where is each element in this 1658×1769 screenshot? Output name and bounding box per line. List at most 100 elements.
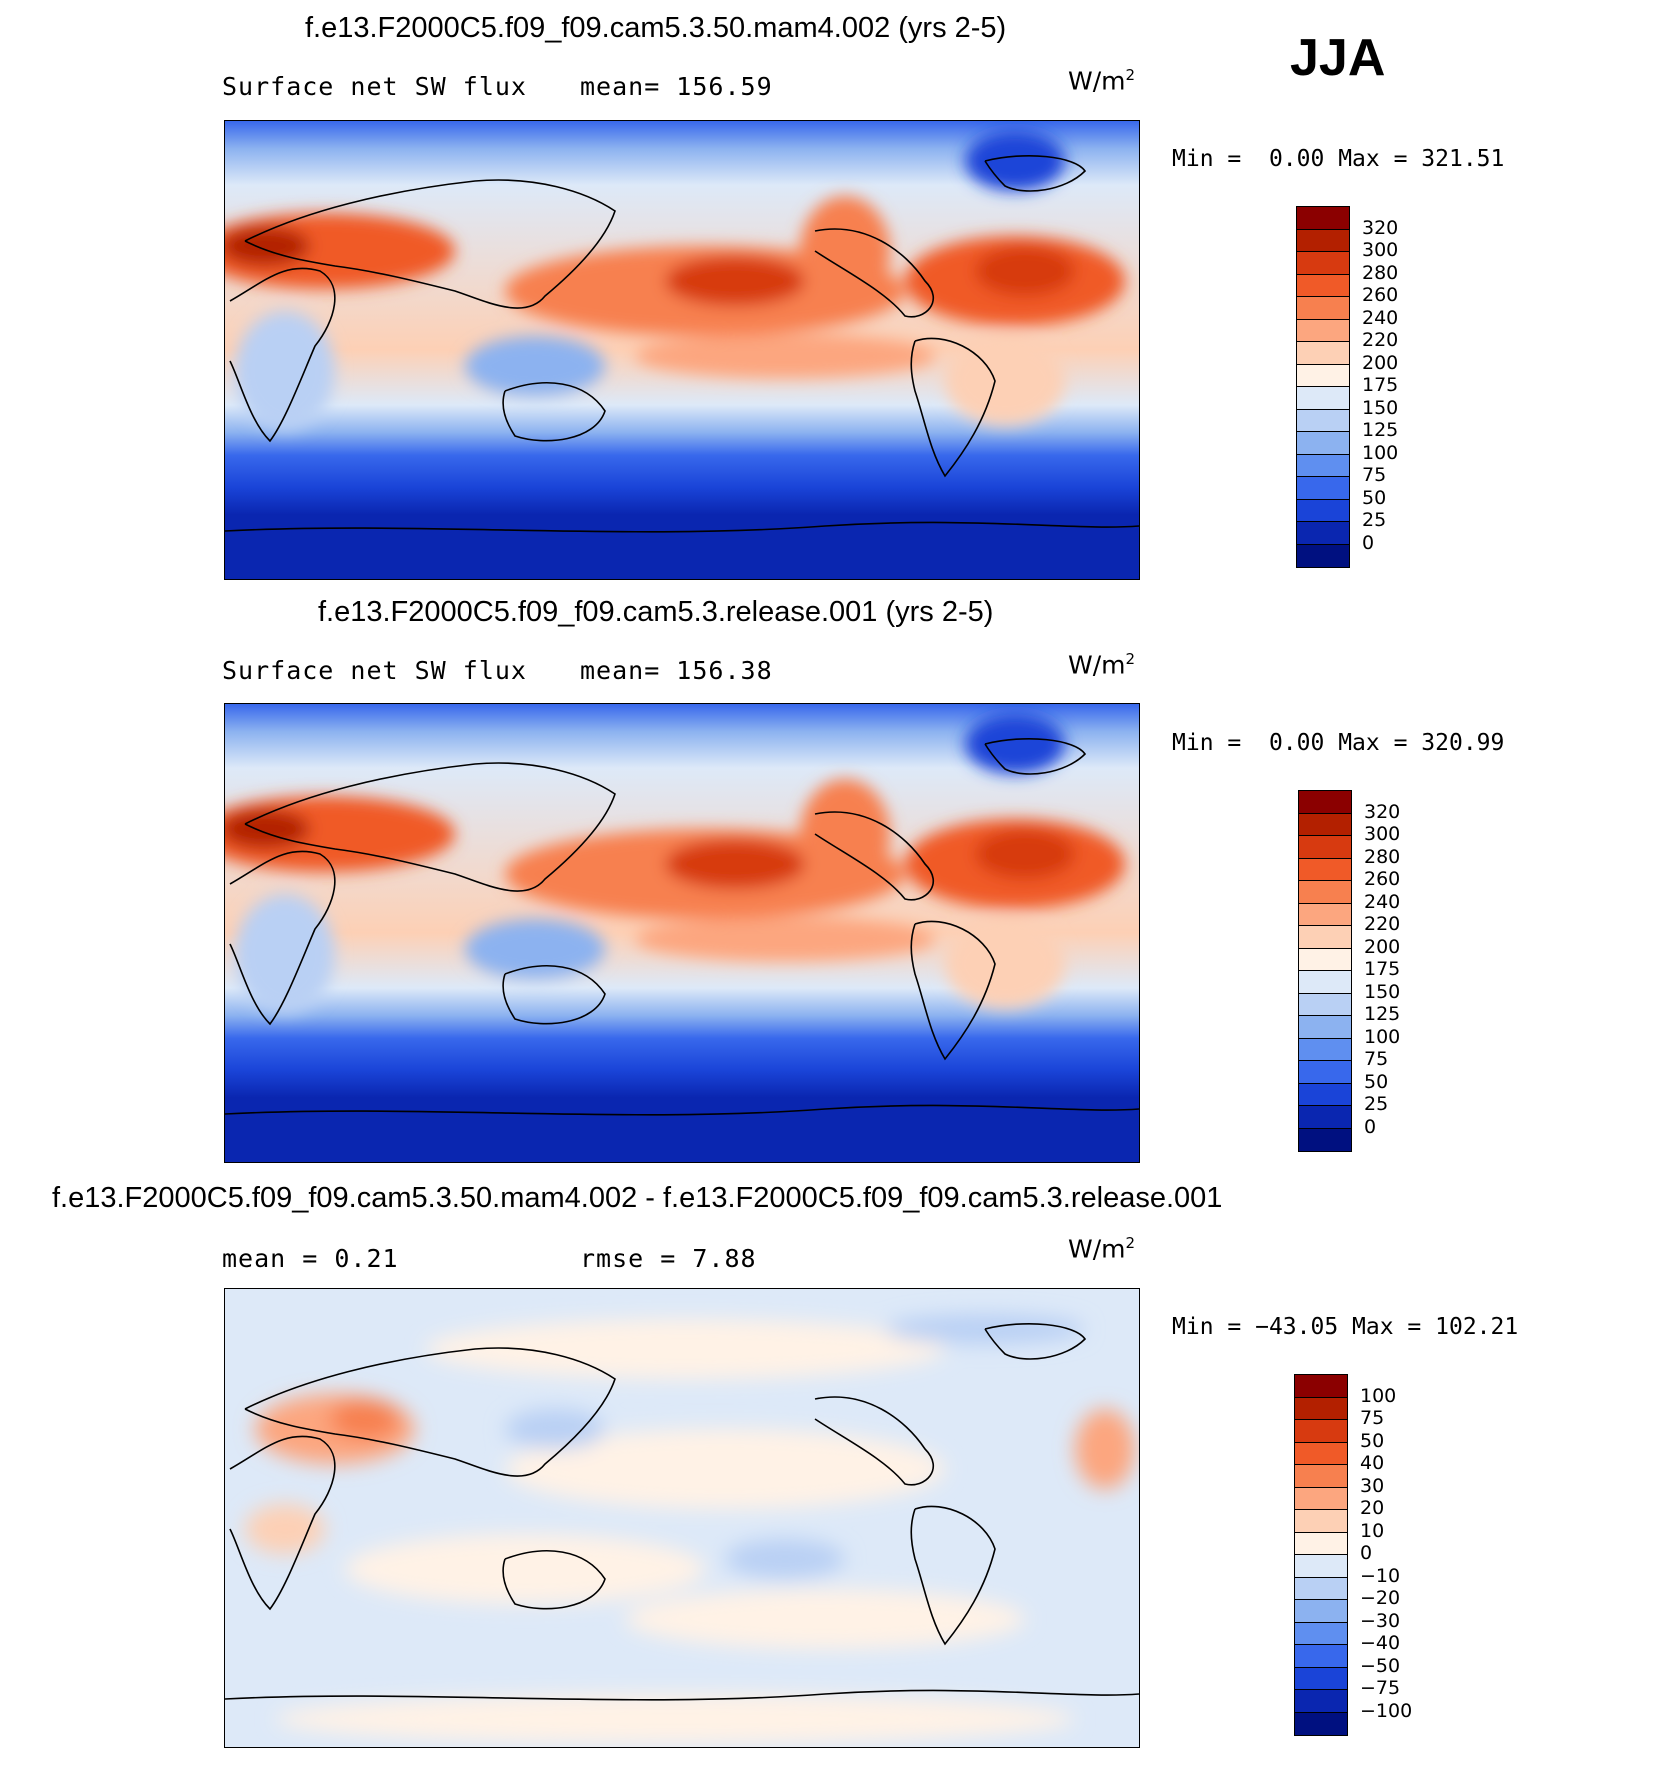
panel-2-colorbar-label: 25	[1364, 1093, 1389, 1115]
panel-1-colorbar-swatch	[1297, 229, 1349, 252]
panel-1-colorbar-label: 0	[1362, 532, 1375, 554]
panel-2-colorbar-swatch	[1299, 948, 1351, 971]
panel-3-colorbar-label: 50	[1360, 1430, 1385, 1452]
panel-3-colorbar-label: 20	[1360, 1497, 1385, 1519]
panel-3-minmax: Min = −43.05 Max = 102.21	[1172, 1314, 1519, 1340]
panel-1-colorbar-label: 100	[1362, 442, 1399, 464]
panel-2-colorbar-label: 280	[1364, 846, 1401, 868]
panel-2-colorbar-swatch	[1299, 993, 1351, 1016]
panel-2-colorbar-swatch	[1299, 1061, 1351, 1084]
panel-3-colorbar-swatch	[1295, 1420, 1347, 1443]
panel-2-colorbar-swatch	[1299, 813, 1351, 836]
panel-2-colorbar-swatch	[1299, 836, 1351, 859]
panel-1-colorbar-label: 240	[1362, 307, 1399, 329]
panel-1-colorbar-swatch	[1297, 477, 1349, 500]
panel-1-colorbar-label: 25	[1362, 509, 1387, 531]
panel-1-colorbar-label: 200	[1362, 352, 1399, 374]
panel-3-colorbar-label: 100	[1360, 1385, 1397, 1407]
panel-2-colorbar-label: 0	[1364, 1116, 1377, 1138]
panel-1-colorbar-swatch	[1297, 454, 1349, 477]
panel-1-colorbar-label: 220	[1362, 329, 1399, 351]
panel-1-colorbar-label: 125	[1362, 419, 1399, 441]
panel-3-colorbar-swatch	[1295, 1375, 1347, 1398]
panel-1-colorbar-swatch	[1297, 522, 1349, 545]
panel-1-colorbar-swatch	[1297, 499, 1349, 522]
panel-2-colorbar-swatch	[1299, 903, 1351, 926]
panel-2-colorbar-label: 200	[1364, 936, 1401, 958]
panel-3-colorbar-swatch	[1295, 1667, 1347, 1690]
panel-1-colorbar-swatch	[1297, 274, 1349, 297]
panel-3-colorbar-label: −20	[1360, 1587, 1401, 1609]
panel-2-title: f.e13.F2000C5.f09_f09.cam5.3.release.001…	[318, 596, 994, 628]
panel-2-colorbar	[1298, 790, 1352, 1152]
panel-3-colorbar-swatch	[1295, 1577, 1347, 1600]
panel-2-colorbar-label: 260	[1364, 868, 1401, 890]
panel-2-colorbar-swatch	[1299, 1128, 1351, 1151]
panel-1-minmax: Min = 0.00 Max = 321.51	[1172, 146, 1505, 172]
panel-1-colorbar-label: 300	[1362, 239, 1399, 261]
panel-2-colorbar-swatch	[1299, 1106, 1351, 1129]
panel-1-colorbar-swatch	[1297, 387, 1349, 410]
panel-3-mean-label: mean = 0.21	[222, 1244, 399, 1273]
panel-3-colorbar-swatch	[1295, 1555, 1347, 1578]
panel-3-colorbar-swatch	[1295, 1645, 1347, 1668]
panel-3-colorbar-swatch	[1295, 1465, 1347, 1488]
panel-1-variable-label: Surface net SW flux	[222, 72, 527, 101]
panel-2-colorbar-label: 75	[1364, 1048, 1389, 1070]
panel-1-colorbar-label: 150	[1362, 397, 1399, 419]
panel-3-colorbar-swatch	[1295, 1600, 1347, 1623]
panel-2-colorbar-label: 50	[1364, 1071, 1389, 1093]
panel-2-colorbar-swatch	[1299, 926, 1351, 949]
panel-2-minmax: Min = 0.00 Max = 320.99	[1172, 730, 1505, 756]
panel-1-colorbar-swatch	[1297, 544, 1349, 567]
panel-3-units: W/m2	[1068, 1234, 1136, 1264]
panel-1-colorbar-swatch	[1297, 432, 1349, 455]
panel-2-units: W/m2	[1068, 650, 1136, 680]
season-label: JJA	[1290, 29, 1386, 87]
panel-3-rmse-label: rmse = 7.88	[580, 1244, 757, 1273]
panel-2-colorbar-label: 175	[1364, 958, 1401, 980]
panel-1-colorbar-label: 50	[1362, 487, 1387, 509]
panel-3-colorbar-label: −10	[1360, 1565, 1401, 1587]
panel-3-colorbar-label: −30	[1360, 1610, 1401, 1632]
panel-2-colorbar-label: 150	[1364, 981, 1401, 1003]
panel-1-colorbar	[1296, 206, 1350, 568]
panel-3-colorbar-label: −100	[1360, 1700, 1413, 1722]
panel-2-mean-label: mean= 156.38	[580, 656, 773, 685]
panel-3-colorbar-swatch	[1295, 1487, 1347, 1510]
panel-3-colorbar-label: −75	[1360, 1677, 1401, 1699]
panel-1-colorbar-label: 75	[1362, 464, 1387, 486]
panel-3-colorbar-label: 10	[1360, 1520, 1385, 1542]
panel-1-colorbar-swatch	[1297, 364, 1349, 387]
panel-3-colorbar-swatch	[1295, 1442, 1347, 1465]
panel-3-colorbar-swatch	[1295, 1712, 1347, 1735]
panel-1-colorbar-label: 260	[1362, 284, 1399, 306]
panel-3-colorbar-swatch	[1295, 1532, 1347, 1555]
panel-3-colorbar-label: 30	[1360, 1475, 1385, 1497]
panel-2-colorbar-swatch	[1299, 791, 1351, 814]
panel-1-mean-label: mean= 156.59	[580, 72, 773, 101]
panel-3-map	[224, 1288, 1140, 1748]
panel-1-title: f.e13.F2000C5.f09_f09.cam5.3.50.mam4.002…	[305, 12, 1007, 44]
panel-2-colorbar-label: 100	[1364, 1026, 1401, 1048]
panel-3-colorbar-label: 40	[1360, 1452, 1385, 1474]
panel-1-colorbar-swatch	[1297, 342, 1349, 365]
panel-1-colorbar-swatch	[1297, 207, 1349, 230]
panel-1-colorbar-label: 280	[1362, 262, 1399, 284]
panel-2-colorbar-label: 125	[1364, 1003, 1401, 1025]
panel-1-units: W/m2	[1068, 66, 1136, 96]
panel-2-colorbar-swatch	[1299, 881, 1351, 904]
panel-2-colorbar-label: 240	[1364, 891, 1401, 913]
panel-3-colorbar	[1294, 1374, 1348, 1736]
panel-1-colorbar-swatch	[1297, 252, 1349, 275]
panel-2-colorbar-swatch	[1299, 971, 1351, 994]
panel-1-map	[224, 120, 1140, 580]
panel-3-colorbar-label: 0	[1360, 1542, 1373, 1564]
panel-3-colorbar-label: −40	[1360, 1632, 1401, 1654]
panel-1-colorbar-label: 175	[1362, 374, 1399, 396]
panel-3-title: f.e13.F2000C5.f09_f09.cam5.3.50.mam4.002…	[52, 1182, 1223, 1214]
panel-2-map	[224, 703, 1140, 1163]
panel-2-colorbar-swatch	[1299, 1083, 1351, 1106]
panel-2-variable-label: Surface net SW flux	[222, 656, 527, 685]
panel-2-colorbar-swatch	[1299, 1038, 1351, 1061]
